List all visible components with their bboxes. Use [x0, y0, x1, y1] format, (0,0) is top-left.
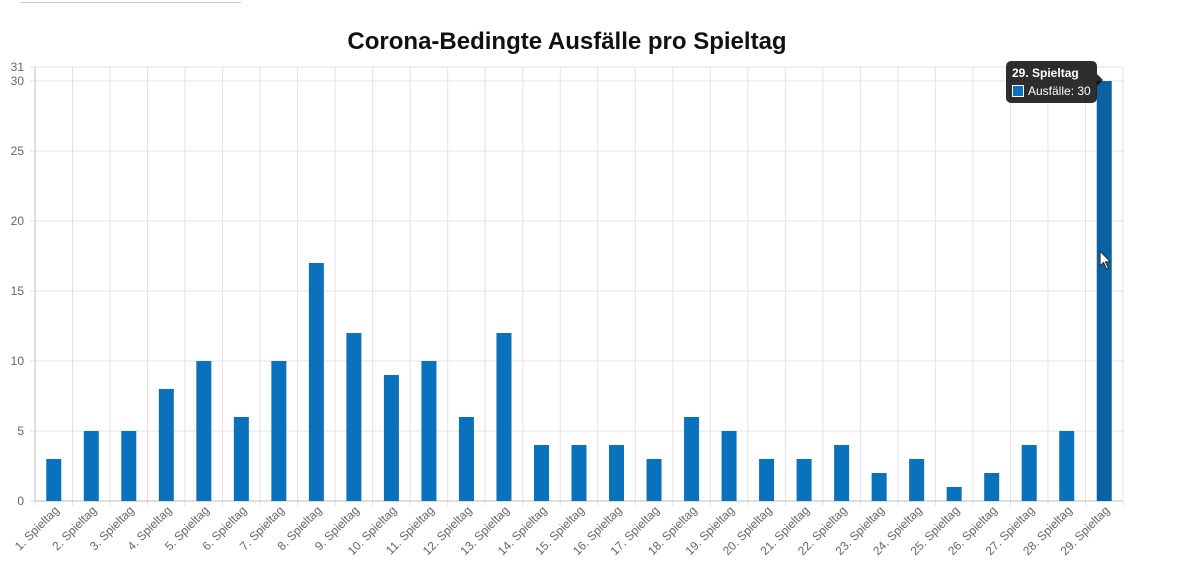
tooltip-arrow: [1097, 74, 1103, 86]
chart-title: Corona-Bedingte Ausfälle pro Spieltag: [347, 28, 787, 55]
bar: [83, 431, 99, 501]
bar: [646, 459, 662, 501]
bar: [308, 263, 324, 501]
bar: [458, 417, 474, 501]
bar: [46, 459, 62, 501]
bar: [533, 445, 549, 501]
chart-tooltip: 29. Spieltag Ausfälle: 30: [1006, 61, 1103, 103]
y-tick-label: 30: [11, 74, 25, 88]
bar: [684, 417, 700, 501]
bar: [496, 333, 512, 501]
tooltip-label: Ausfälle: 30: [1028, 84, 1091, 98]
bar: [984, 473, 1000, 501]
y-tick-label: 0: [17, 494, 24, 508]
bar: [834, 445, 850, 501]
bar: [946, 487, 962, 501]
bar: [571, 445, 587, 501]
y-tick-label: 5: [17, 424, 24, 438]
bar: [1021, 445, 1037, 501]
bar: [796, 459, 812, 501]
bar: [233, 417, 249, 501]
y-tick-label: 31: [11, 60, 25, 74]
bar: [1096, 81, 1112, 501]
bar: [158, 389, 174, 501]
bar: [909, 459, 925, 501]
bar: [609, 445, 625, 501]
bar: [1059, 431, 1075, 501]
y-tick-label: 10: [11, 354, 25, 368]
bar: [383, 375, 399, 501]
bar: [271, 361, 287, 501]
top-divider: [20, 2, 241, 3]
bar: [421, 361, 437, 501]
mouse-pointer-icon: [1099, 250, 1112, 270]
bar: [759, 459, 775, 501]
tooltip-swatch: [1012, 85, 1024, 97]
y-tick-label: 15: [11, 284, 25, 298]
y-tick-label: 25: [11, 144, 25, 158]
bar: [121, 431, 137, 501]
bar: [721, 431, 737, 501]
y-tick-label: 20: [11, 214, 25, 228]
bar: [346, 333, 362, 501]
bar: [196, 361, 212, 501]
bar: [871, 473, 887, 501]
tooltip-body: Ausfälle: 30: [1012, 84, 1091, 98]
tooltip-title: 29. Spieltag: [1012, 66, 1079, 80]
